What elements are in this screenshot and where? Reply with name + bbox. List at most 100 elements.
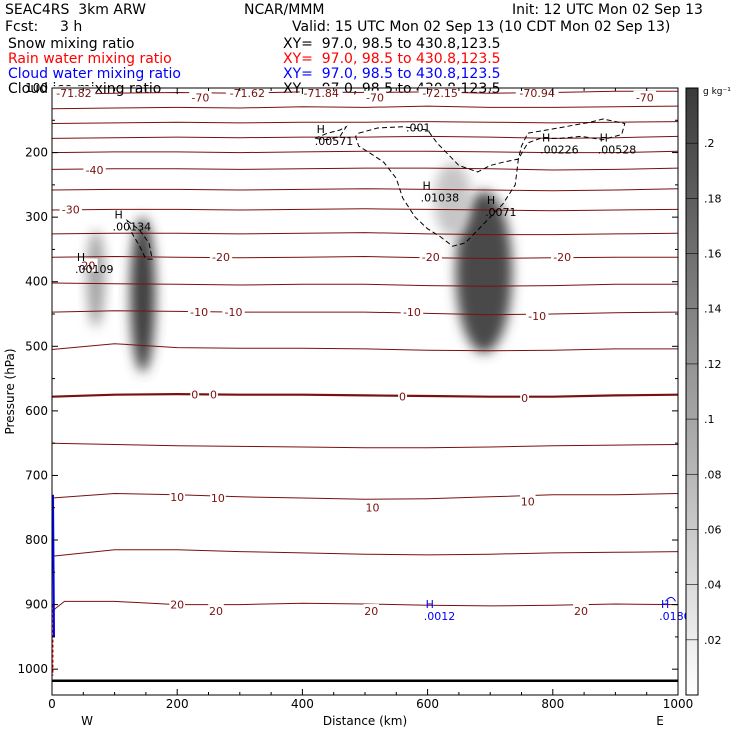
field-xy-rain: XY= 97.0, 98.5 to 430.8,123.5 xyxy=(283,51,501,67)
field-name-snow: Snow mixing ratio xyxy=(8,36,135,52)
contour-label: -20 xyxy=(553,251,571,264)
temperature-contours xyxy=(51,90,679,612)
colorbar-bar xyxy=(685,87,699,696)
colorbar-tick-label: .12 xyxy=(704,358,722,371)
y-tick-label: 1000 xyxy=(17,662,48,676)
contour-label-bg xyxy=(187,305,211,319)
maximum-value: .01038 xyxy=(421,191,460,204)
colorbar-tick-label: .02 xyxy=(704,634,722,647)
maximum-value: .00226 xyxy=(540,144,579,157)
contour-label-bg xyxy=(208,604,224,618)
x-end-label-east: E xyxy=(656,714,664,728)
contour-label-bg xyxy=(419,250,442,264)
temperature-contour xyxy=(51,310,679,316)
x-tick-label: 0 xyxy=(48,697,56,711)
colorbar-tick-label: .08 xyxy=(704,468,722,481)
rain-water-line xyxy=(52,494,676,676)
contour-label-bg xyxy=(52,86,96,100)
maximum-value: .0180 xyxy=(659,610,691,623)
contour-label-bg xyxy=(515,86,559,100)
temperature-contour xyxy=(51,343,678,352)
contour-label: -71.84 xyxy=(303,87,338,100)
contour-label-bg xyxy=(363,90,387,104)
contour-label-bg xyxy=(225,86,269,100)
contour-label: -70 xyxy=(366,92,384,105)
contour-label-bg xyxy=(573,604,589,618)
maximum-marker: H xyxy=(600,132,608,145)
x-tick-label: 800 xyxy=(541,697,564,711)
y-axis-title: Pressure (hPa) xyxy=(3,348,17,434)
maximum-value: .00528 xyxy=(598,144,637,157)
y-tick-label: 900 xyxy=(25,598,48,612)
colorbar-tick-label: .14 xyxy=(704,303,722,316)
contour-label: -70 xyxy=(191,92,209,105)
contour-label-bg xyxy=(550,250,574,264)
contour-label-bg xyxy=(520,390,530,404)
temperature-contour xyxy=(51,492,679,500)
colorbar: .02 .04 .06 .08 .1 .12 .14 .16 .18 .2 g kg⁻¹ xyxy=(685,87,731,696)
contour-label: 0 xyxy=(191,389,198,402)
contour-label: 0 xyxy=(210,389,217,402)
contour-label: -40 xyxy=(86,164,104,177)
contour-label-bg xyxy=(169,597,185,611)
temperature-contour xyxy=(51,121,679,124)
y-tick-label: 500 xyxy=(25,339,48,353)
contour-label: -20 xyxy=(77,260,95,273)
contour-label: 10 xyxy=(366,502,380,515)
contour-label: 20 xyxy=(574,605,588,618)
fcst-value: 3 h xyxy=(60,19,83,35)
cloud-water-edge xyxy=(665,596,676,602)
maximum-marker: H xyxy=(426,598,434,611)
y-tick-label: 100 xyxy=(25,81,48,95)
contour-label: 10 xyxy=(170,491,184,504)
init-time: Init: 12 UTC Mon 02 Sep 13 xyxy=(512,2,703,18)
contour-label: -70 xyxy=(636,92,654,105)
org-label: NCAR/MMM xyxy=(244,2,325,18)
contour-label: -71.62 xyxy=(230,87,265,100)
temperature-contour xyxy=(51,549,679,557)
contour-label: -20 xyxy=(422,251,440,264)
y-tick-label: 300 xyxy=(25,210,48,224)
maximum-marker: H xyxy=(422,179,430,192)
contour-label-bg xyxy=(299,86,343,100)
temperature-contour xyxy=(51,150,679,154)
y-tick-label: 400 xyxy=(25,275,48,289)
snow-cell xyxy=(433,162,472,237)
y-tick-label: 600 xyxy=(25,404,48,418)
contour-label: -72.15 xyxy=(422,87,457,100)
y-tick-label: 700 xyxy=(25,468,48,482)
contour-label-bg xyxy=(418,86,462,100)
cloud-ice-contour xyxy=(314,125,348,141)
temperature-contour xyxy=(51,208,679,212)
contour-label: -30 xyxy=(62,203,80,216)
y-tick-label: 200 xyxy=(25,146,48,160)
contour-label-bg xyxy=(209,250,233,264)
colorbar-tick-label: .18 xyxy=(704,192,722,205)
cloud-ice-contours xyxy=(125,118,626,260)
contour-label: 20 xyxy=(364,605,378,618)
contour-label: -20 xyxy=(212,251,230,264)
y-tick-label: 800 xyxy=(25,533,48,547)
maximum-marker: H xyxy=(487,194,495,207)
x-tick-label: 600 xyxy=(416,697,439,711)
field-xy-cloudwater: XY= 97.0, 98.5 to 430.8,123.5 xyxy=(283,66,501,82)
contour-label-bg xyxy=(190,387,200,401)
fcst-label: Fcst: xyxy=(5,19,39,35)
contour-label-bg xyxy=(59,202,82,216)
temperature-contour xyxy=(51,167,679,171)
maximum-marker: H xyxy=(77,251,85,264)
model-title: SEAC4RS 3km ARW xyxy=(5,2,146,18)
cloud-water-line xyxy=(52,494,55,637)
maximum-value: .0071 xyxy=(485,206,517,219)
maximum-marker: H xyxy=(317,123,325,136)
valid-time: Valid: 15 UTC Mon 02 Sep 13 (10 CDT Mon … xyxy=(292,19,671,35)
contour-label: -10 xyxy=(403,306,421,319)
contour-label-bg xyxy=(400,305,424,319)
x-axis-title: Distance (km) xyxy=(323,714,407,728)
x-tick-label: 200 xyxy=(166,697,189,711)
snow-cell xyxy=(130,217,156,373)
temperature-contour xyxy=(51,282,678,287)
maximum-marker: H xyxy=(661,598,669,611)
